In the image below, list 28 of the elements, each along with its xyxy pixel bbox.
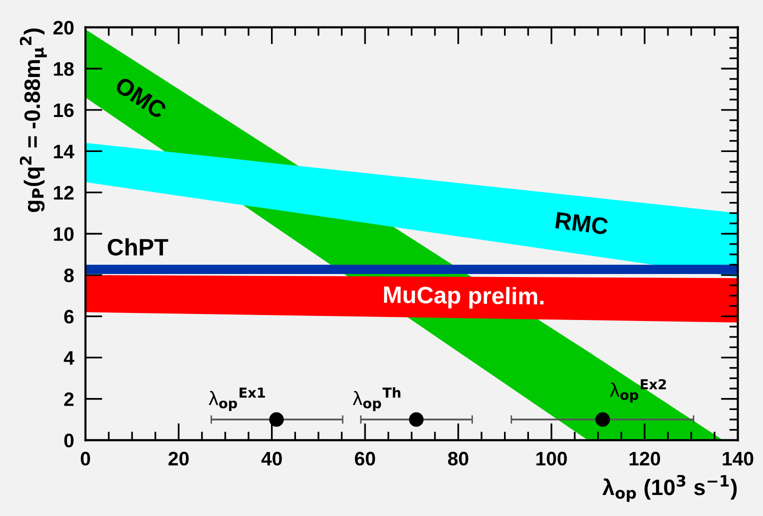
annotation: OMC <box>114 76 168 120</box>
y-tick-label: 20 <box>53 20 74 35</box>
x-tick-label: 40 <box>261 452 282 466</box>
x-tick-label: 60 <box>354 452 376 466</box>
y-tick-label: 8 <box>64 268 74 282</box>
y-tick-label: 18 <box>54 62 74 76</box>
annotation: λ$_{op}$$^{Ex2}$ <box>610 379 666 403</box>
x-tick-label: 20 <box>168 452 189 466</box>
x-axis-title: λ$_{op}$ (10$^{3}$ s$^{−1}$) <box>602 474 737 502</box>
y-axis-title: g$_{P}$(q$^{2}$ = -0.88m$_{μ}$$^{2}$) <box>20 28 47 212</box>
y-tick-label: 6 <box>64 310 74 324</box>
annotation: λ$_{op}$$^{Th}$ <box>352 387 400 412</box>
x-tick-label: 80 <box>448 452 468 466</box>
y-tick-label: 12 <box>54 186 74 200</box>
x-tick-label: 120 <box>630 452 660 466</box>
y-tick-label: 4 <box>64 351 74 365</box>
x-tick-label: 100 <box>536 452 567 466</box>
annotation: ChPT <box>108 238 168 256</box>
x-tick-label: 0 <box>80 452 90 466</box>
annotation: λ$_{op}$$^{Ex1}$ <box>208 388 265 412</box>
annotation: RMC <box>555 212 609 235</box>
y-tick-label: 14 <box>54 144 74 158</box>
annotation: MuCap prelim. <box>384 286 544 310</box>
y-tick-label: 16 <box>54 103 74 118</box>
y-tick-label: 2 <box>64 392 74 406</box>
x-tick-label: 140 <box>722 452 754 466</box>
y-tick-label: 0 <box>64 434 74 448</box>
y-tick-label: 10 <box>54 227 74 241</box>
